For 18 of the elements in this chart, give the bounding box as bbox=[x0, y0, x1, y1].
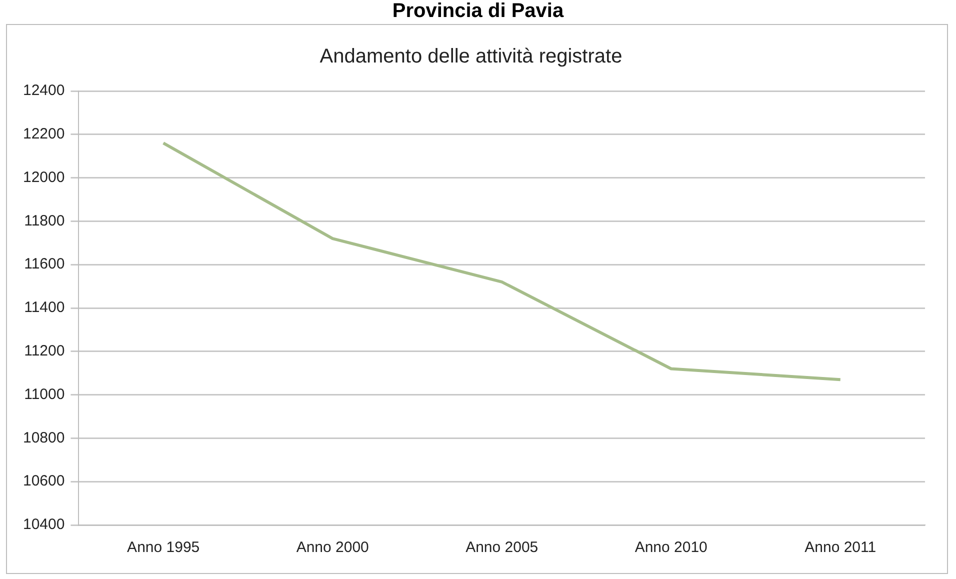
y-tick-label: 12000 bbox=[22, 168, 65, 186]
chart-subtitle: Andamento delle attività registrate bbox=[320, 46, 622, 68]
x-tick-label: Anno 2011 bbox=[804, 539, 876, 556]
y-tick-label: 11000 bbox=[24, 386, 65, 403]
y-tick-label: 10400 bbox=[22, 516, 65, 534]
y-tick-label: 11400 bbox=[24, 299, 65, 316]
x-tick-label: Anno 1995 bbox=[127, 539, 200, 556]
y-tick-label: 10800 bbox=[22, 429, 65, 446]
x-tick-label: Anno 2000 bbox=[296, 539, 369, 556]
y-tick-label: 10600 bbox=[22, 472, 65, 490]
y-tick-label: 11800 bbox=[24, 212, 65, 230]
y-tick-label: 11600 bbox=[24, 256, 65, 273]
y-tick-label: 12200 bbox=[22, 126, 65, 143]
x-tick-label: Anno 2005 bbox=[466, 539, 538, 556]
x-tick-label: Anno 2010 bbox=[634, 539, 708, 556]
y-tick-label: 11200 bbox=[24, 342, 65, 360]
chart-title: Provincia di Pavia bbox=[391, 0, 565, 22]
y-tick-label: 12400 bbox=[22, 82, 65, 100]
